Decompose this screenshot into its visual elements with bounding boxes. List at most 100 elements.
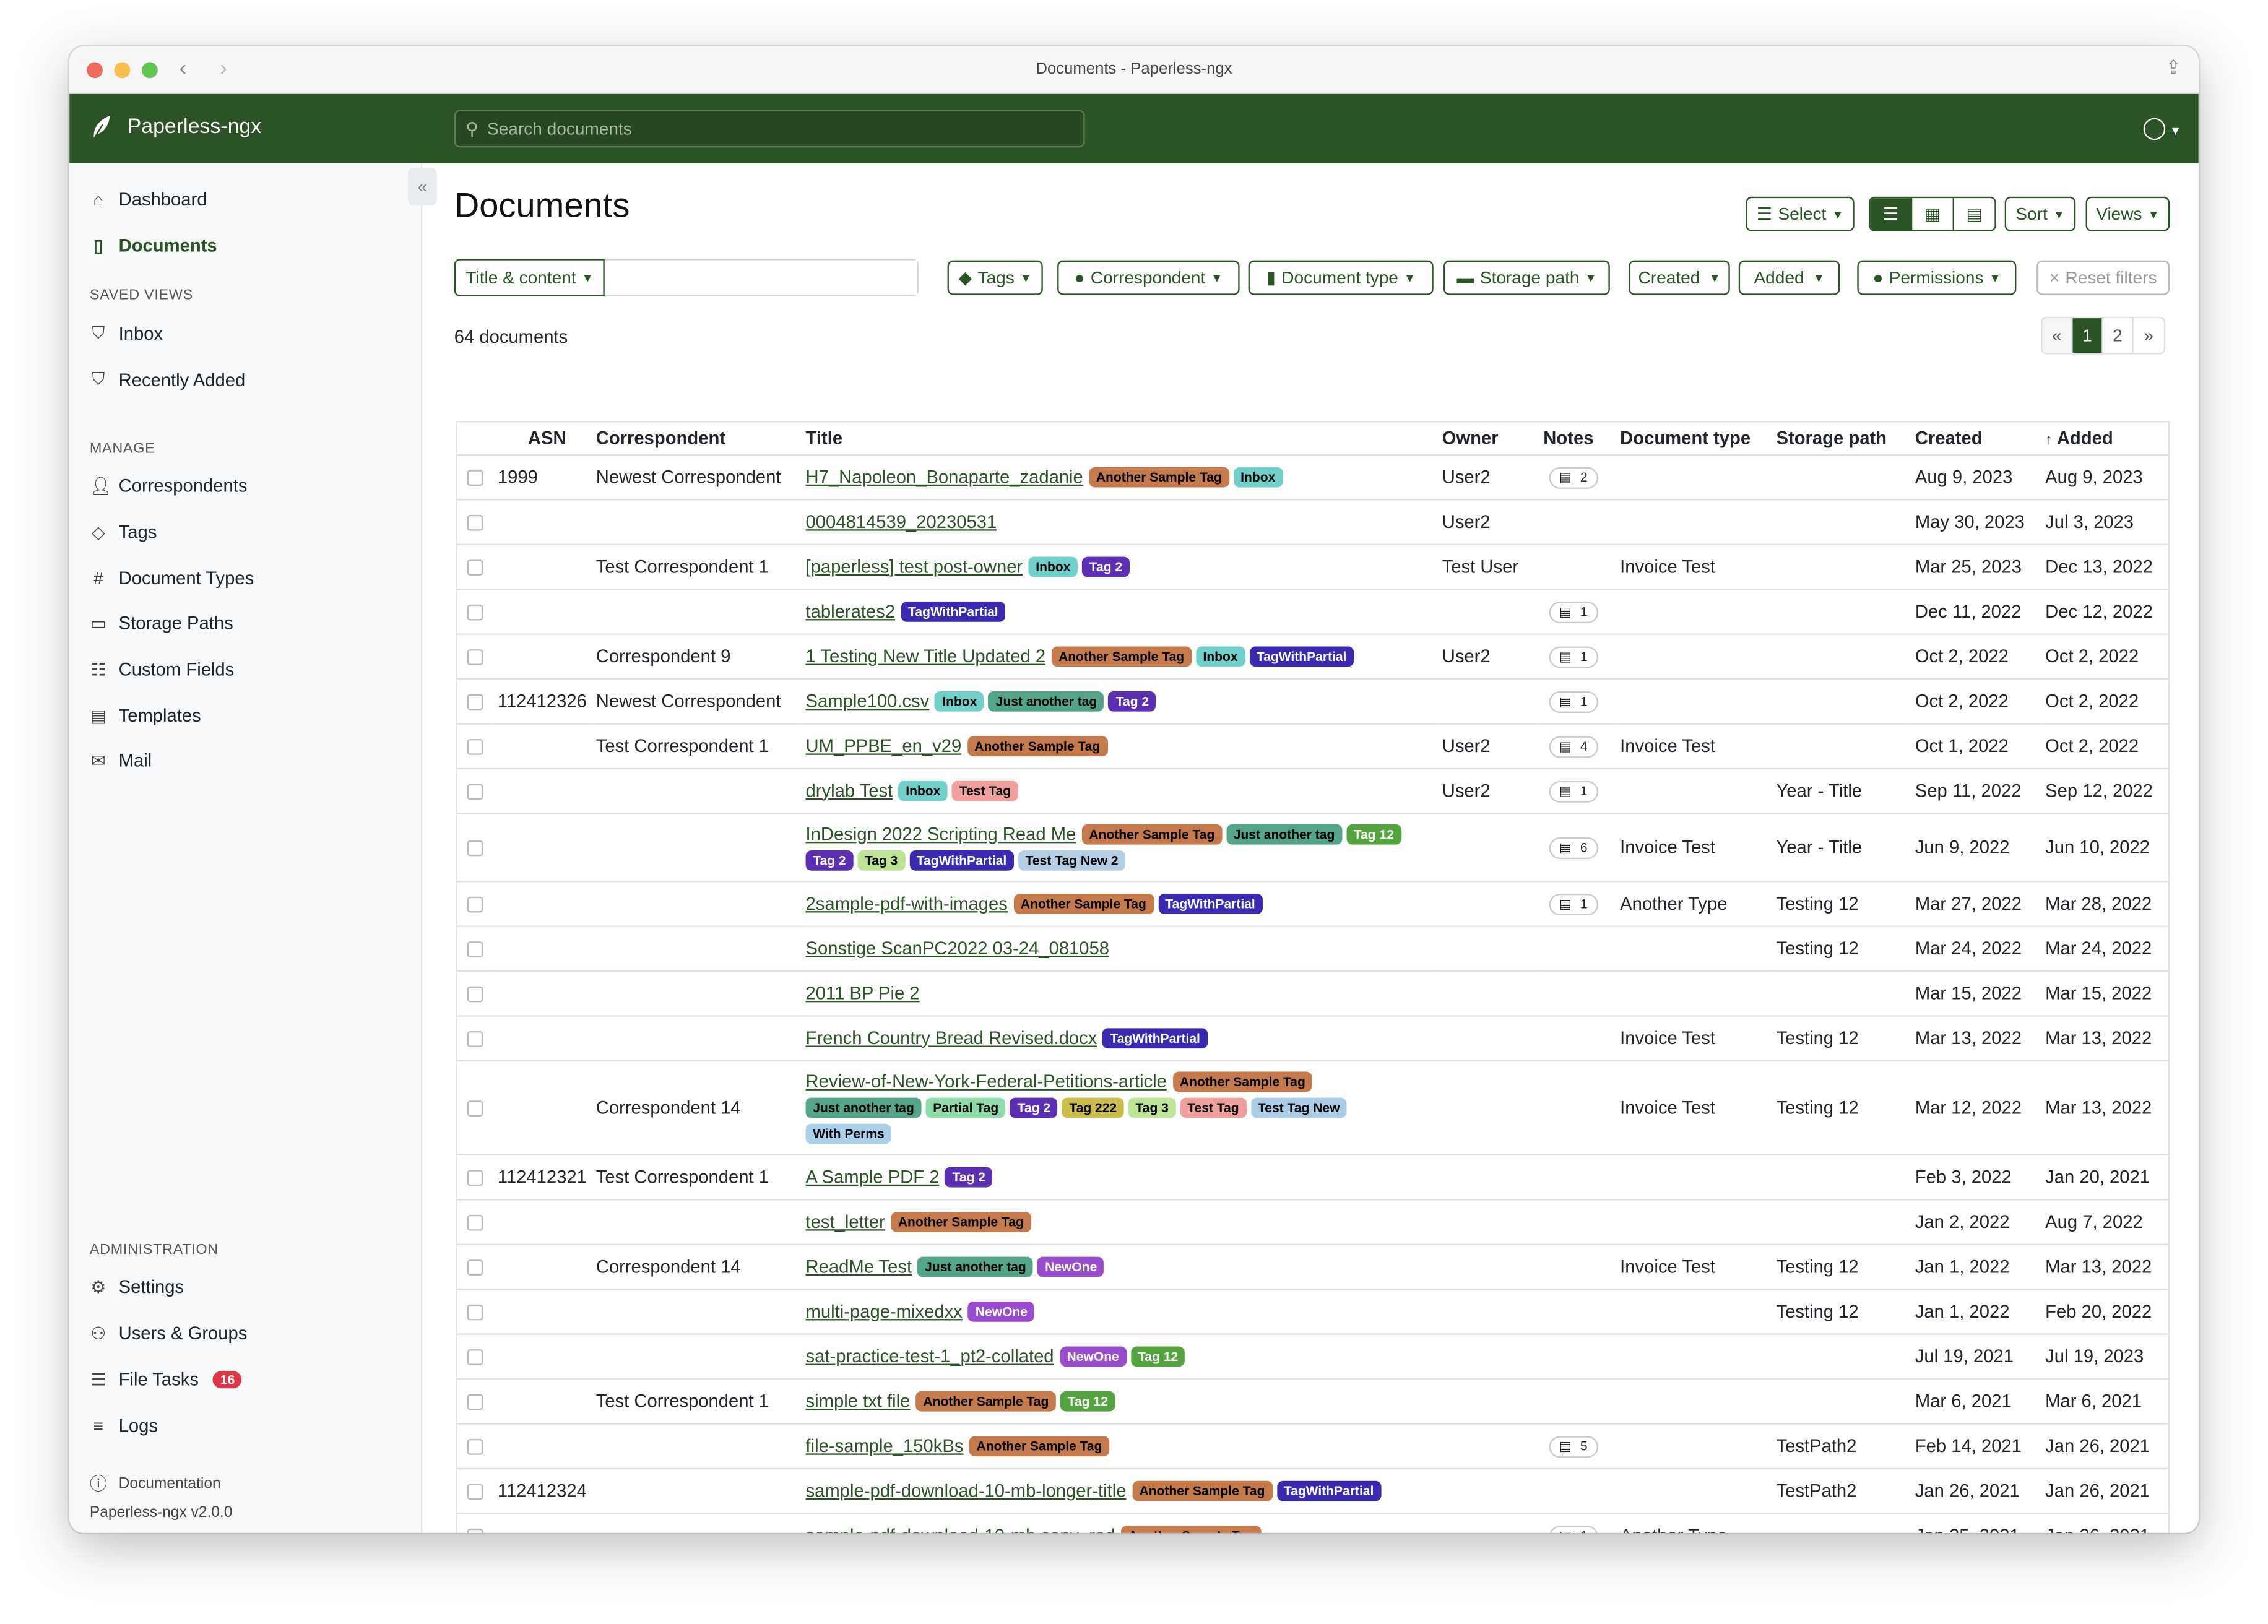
tag-badge[interactable]: With Perms [805, 1123, 892, 1144]
table-row[interactable]: tablerates2 TagWithPartial ▤ 1 Dec 11, 2022 D… [457, 589, 2170, 634]
row-checkbox[interactable] [467, 1393, 483, 1410]
documentation-link[interactable]: ⓘ Documentation [90, 1471, 221, 1495]
header-notes[interactable]: Notes [1539, 422, 1616, 455]
tag-badge[interactable]: NewOne [1037, 1256, 1104, 1277]
sidebar-item-settings[interactable]: ⚙ Settings [90, 1277, 184, 1297]
document-title-link[interactable]: H7_Napoleon_Bonaparte_zadanie [805, 466, 1083, 487]
notes-badge[interactable]: ▤1 [1549, 690, 1598, 712]
notes-badge[interactable]: ▤ 6 [1549, 836, 1598, 858]
row-checkbox[interactable] [467, 1259, 483, 1276]
table-row[interactable]: 2sample-pdf-with-images Another Sample Ta… [457, 881, 2170, 926]
sidebar-item-logs[interactable]: ≡ Logs [90, 1416, 158, 1436]
tag-badge[interactable]: Inbox [935, 690, 985, 711]
tag-badge[interactable]: Tag 222 [1062, 1097, 1124, 1118]
document-title-link[interactable]: 2011 BP Pie 2 [805, 982, 920, 1003]
row-checkbox[interactable] [467, 604, 483, 620]
row-checkbox[interactable] [467, 1438, 483, 1455]
brand[interactable]: Paperless-ngx [90, 114, 261, 140]
table-row[interactable]: Test Correspondent 1 UM_PPBE_en_v29 Anothe… [457, 723, 2170, 769]
tag-badge[interactable]: Test Tag [1180, 1097, 1247, 1118]
tag-badge[interactable]: TagWithPartial [1158, 892, 1263, 914]
forward-icon[interactable]: › [220, 56, 227, 81]
zoom-window-button[interactable] [141, 62, 158, 79]
table-row[interactable]: French Country Bread Revised.docx TagWith… [457, 1015, 2170, 1061]
title-content-dropdown[interactable]: Title & content ▼ [454, 259, 605, 297]
tag-badge[interactable]: Test Tag New [1250, 1097, 1348, 1118]
row-checkbox[interactable] [467, 783, 483, 800]
permissions-filter-button[interactable]: ● Permissions ▼ [1857, 260, 2017, 295]
tag-badge[interactable]: Tag 12 [1130, 1345, 1185, 1367]
row-checkbox[interactable] [467, 1349, 483, 1365]
pagination-next[interactable]: » [2144, 325, 2154, 346]
table-row[interactable]: Test Correspondent 1 [paperless] test pos… [457, 543, 2170, 590]
row-checkbox[interactable] [467, 514, 483, 530]
sidebar-item-documents[interactable]: ▯ Documents [90, 236, 217, 256]
table-row[interactable]: test_letter Another Sample Tag Jan 2, 2022… [457, 1199, 2170, 1245]
document-title-link[interactable]: Sonstige ScanPC2022 03-24_081058 [805, 938, 1110, 959]
pagination-page-2[interactable]: 2 [2103, 318, 2134, 353]
header-added[interactable]: ↑ Added [2041, 422, 2170, 455]
sidebar-item-tags[interactable]: ◇ Tags [90, 522, 157, 543]
document-title-link[interactable]: 1 Testing New Title Updated 2 [805, 646, 1046, 667]
tag-badge[interactable]: Inbox [898, 780, 948, 801]
notes-badge[interactable]: ▤ 5 [1549, 1435, 1598, 1458]
tag-badge[interactable]: Another Sample Tag [915, 1390, 1057, 1411]
table-row[interactable]: sample-pdf-download-10-mb copy_red Anothe… [457, 1513, 2170, 1533]
notes-badge[interactable]: ▤1 [1549, 646, 1598, 668]
tag-badge[interactable]: Partial Tag [925, 1097, 1006, 1118]
tag-badge[interactable]: Another Sample Tag [969, 1435, 1110, 1456]
tag-badge[interactable]: Tag 2 [805, 849, 854, 870]
tag-badge[interactable]: Just another tag [917, 1256, 1034, 1277]
document-title-link[interactable]: file-sample_150kBs [805, 1435, 964, 1456]
row-checkbox[interactable] [467, 941, 483, 957]
tag-badge[interactable]: Just another tag [805, 1097, 922, 1118]
table-row[interactable]: 0004814539_20230531 User2 May 30, 2023 Jul … [457, 499, 2170, 545]
tag-badge[interactable]: NewOne [1059, 1345, 1127, 1367]
sidebar-item-file-tasks[interactable]: ☰ File Tasks 16 [90, 1370, 243, 1390]
correspondent-filter-button[interactable]: ● Correspondent ▼ [1057, 260, 1240, 295]
row-checkbox[interactable] [467, 839, 483, 856]
notes-badge[interactable]: ▤1 [1549, 1525, 1598, 1533]
back-icon[interactable]: ‹ [179, 56, 187, 81]
tag-badge[interactable]: Another Sample Tag [1013, 892, 1154, 914]
document-title-link[interactable]: sample-pdf-download-10-mb copy_red [806, 1525, 1115, 1533]
header-correspondent[interactable]: Correspondent [591, 422, 802, 455]
pagination-prev[interactable]: « [2042, 318, 2073, 353]
tag-badge[interactable]: Another Sample Tag [1089, 466, 1229, 487]
tag-badge[interactable]: Tag 2 [1082, 556, 1130, 577]
sidebar-item-dashboard[interactable]: ⌂ Dashboard [90, 189, 207, 210]
row-checkbox[interactable] [467, 693, 483, 710]
reset-filters-button[interactable]: × Reset filters [2036, 260, 2170, 295]
share-icon[interactable]: ⇪ [2165, 56, 2181, 79]
sidebar-item-document-types[interactable]: # Document Types [90, 568, 254, 589]
tags-filter-button[interactable]: ◆ Tags ▼ [947, 260, 1043, 295]
minimize-window-button[interactable] [114, 62, 131, 79]
tag-badge[interactable]: Another Sample Tag [1172, 1071, 1313, 1092]
tag-badge[interactable]: TagWithPartial [1102, 1027, 1208, 1048]
table-row[interactable]: Sonstige ScanPC2022 03-24_081058 Testing … [457, 925, 2170, 972]
tag-badge[interactable]: Inbox [1233, 466, 1283, 487]
table-row[interactable]: Correspondent 14 Review-of-New-York-Feder… [457, 1060, 2170, 1155]
user-menu[interactable]: ◯ ▼ [2142, 114, 2181, 140]
document-title-link[interactable]: Sample100.csv [805, 690, 930, 711]
tag-badge[interactable]: Test Tag New 2 [1018, 849, 1126, 870]
sidebar-item-recently-added[interactable]: ⛉ Recently Added [90, 369, 245, 391]
row-checkbox[interactable] [467, 1304, 483, 1320]
document-title-link[interactable]: French Country Bread Revised.docx [805, 1027, 1097, 1048]
row-checkbox[interactable] [467, 896, 483, 912]
table-row[interactable]: file-sample_150kBs Another Sample Tag ▤ 5 Te… [457, 1423, 2170, 1469]
row-checkbox[interactable] [467, 985, 483, 1002]
row-checkbox[interactable] [467, 1214, 483, 1230]
notes-badge[interactable]: ▤1 [1549, 780, 1598, 802]
sort-button[interactable]: Sort ▼ [2004, 196, 2076, 231]
text-filter-input[interactable] [609, 260, 917, 295]
sidebar-item-storage-paths[interactable]: ▭ Storage Paths [90, 613, 233, 634]
large-cards-view-icon[interactable]: ▤ [1966, 204, 1983, 225]
close-window-button[interactable] [87, 62, 103, 79]
table-row[interactable]: 1999 Newest Correspondent H7_Napoleon_Bona… [457, 454, 2170, 500]
select-button[interactable]: ☰ Select ▼ [1746, 196, 1855, 231]
created-filter-button[interactable]: Created ▼ [1629, 260, 1730, 295]
document-title-link[interactable]: Review-of-New-York-Federal-Petitions-art… [805, 1071, 1167, 1092]
